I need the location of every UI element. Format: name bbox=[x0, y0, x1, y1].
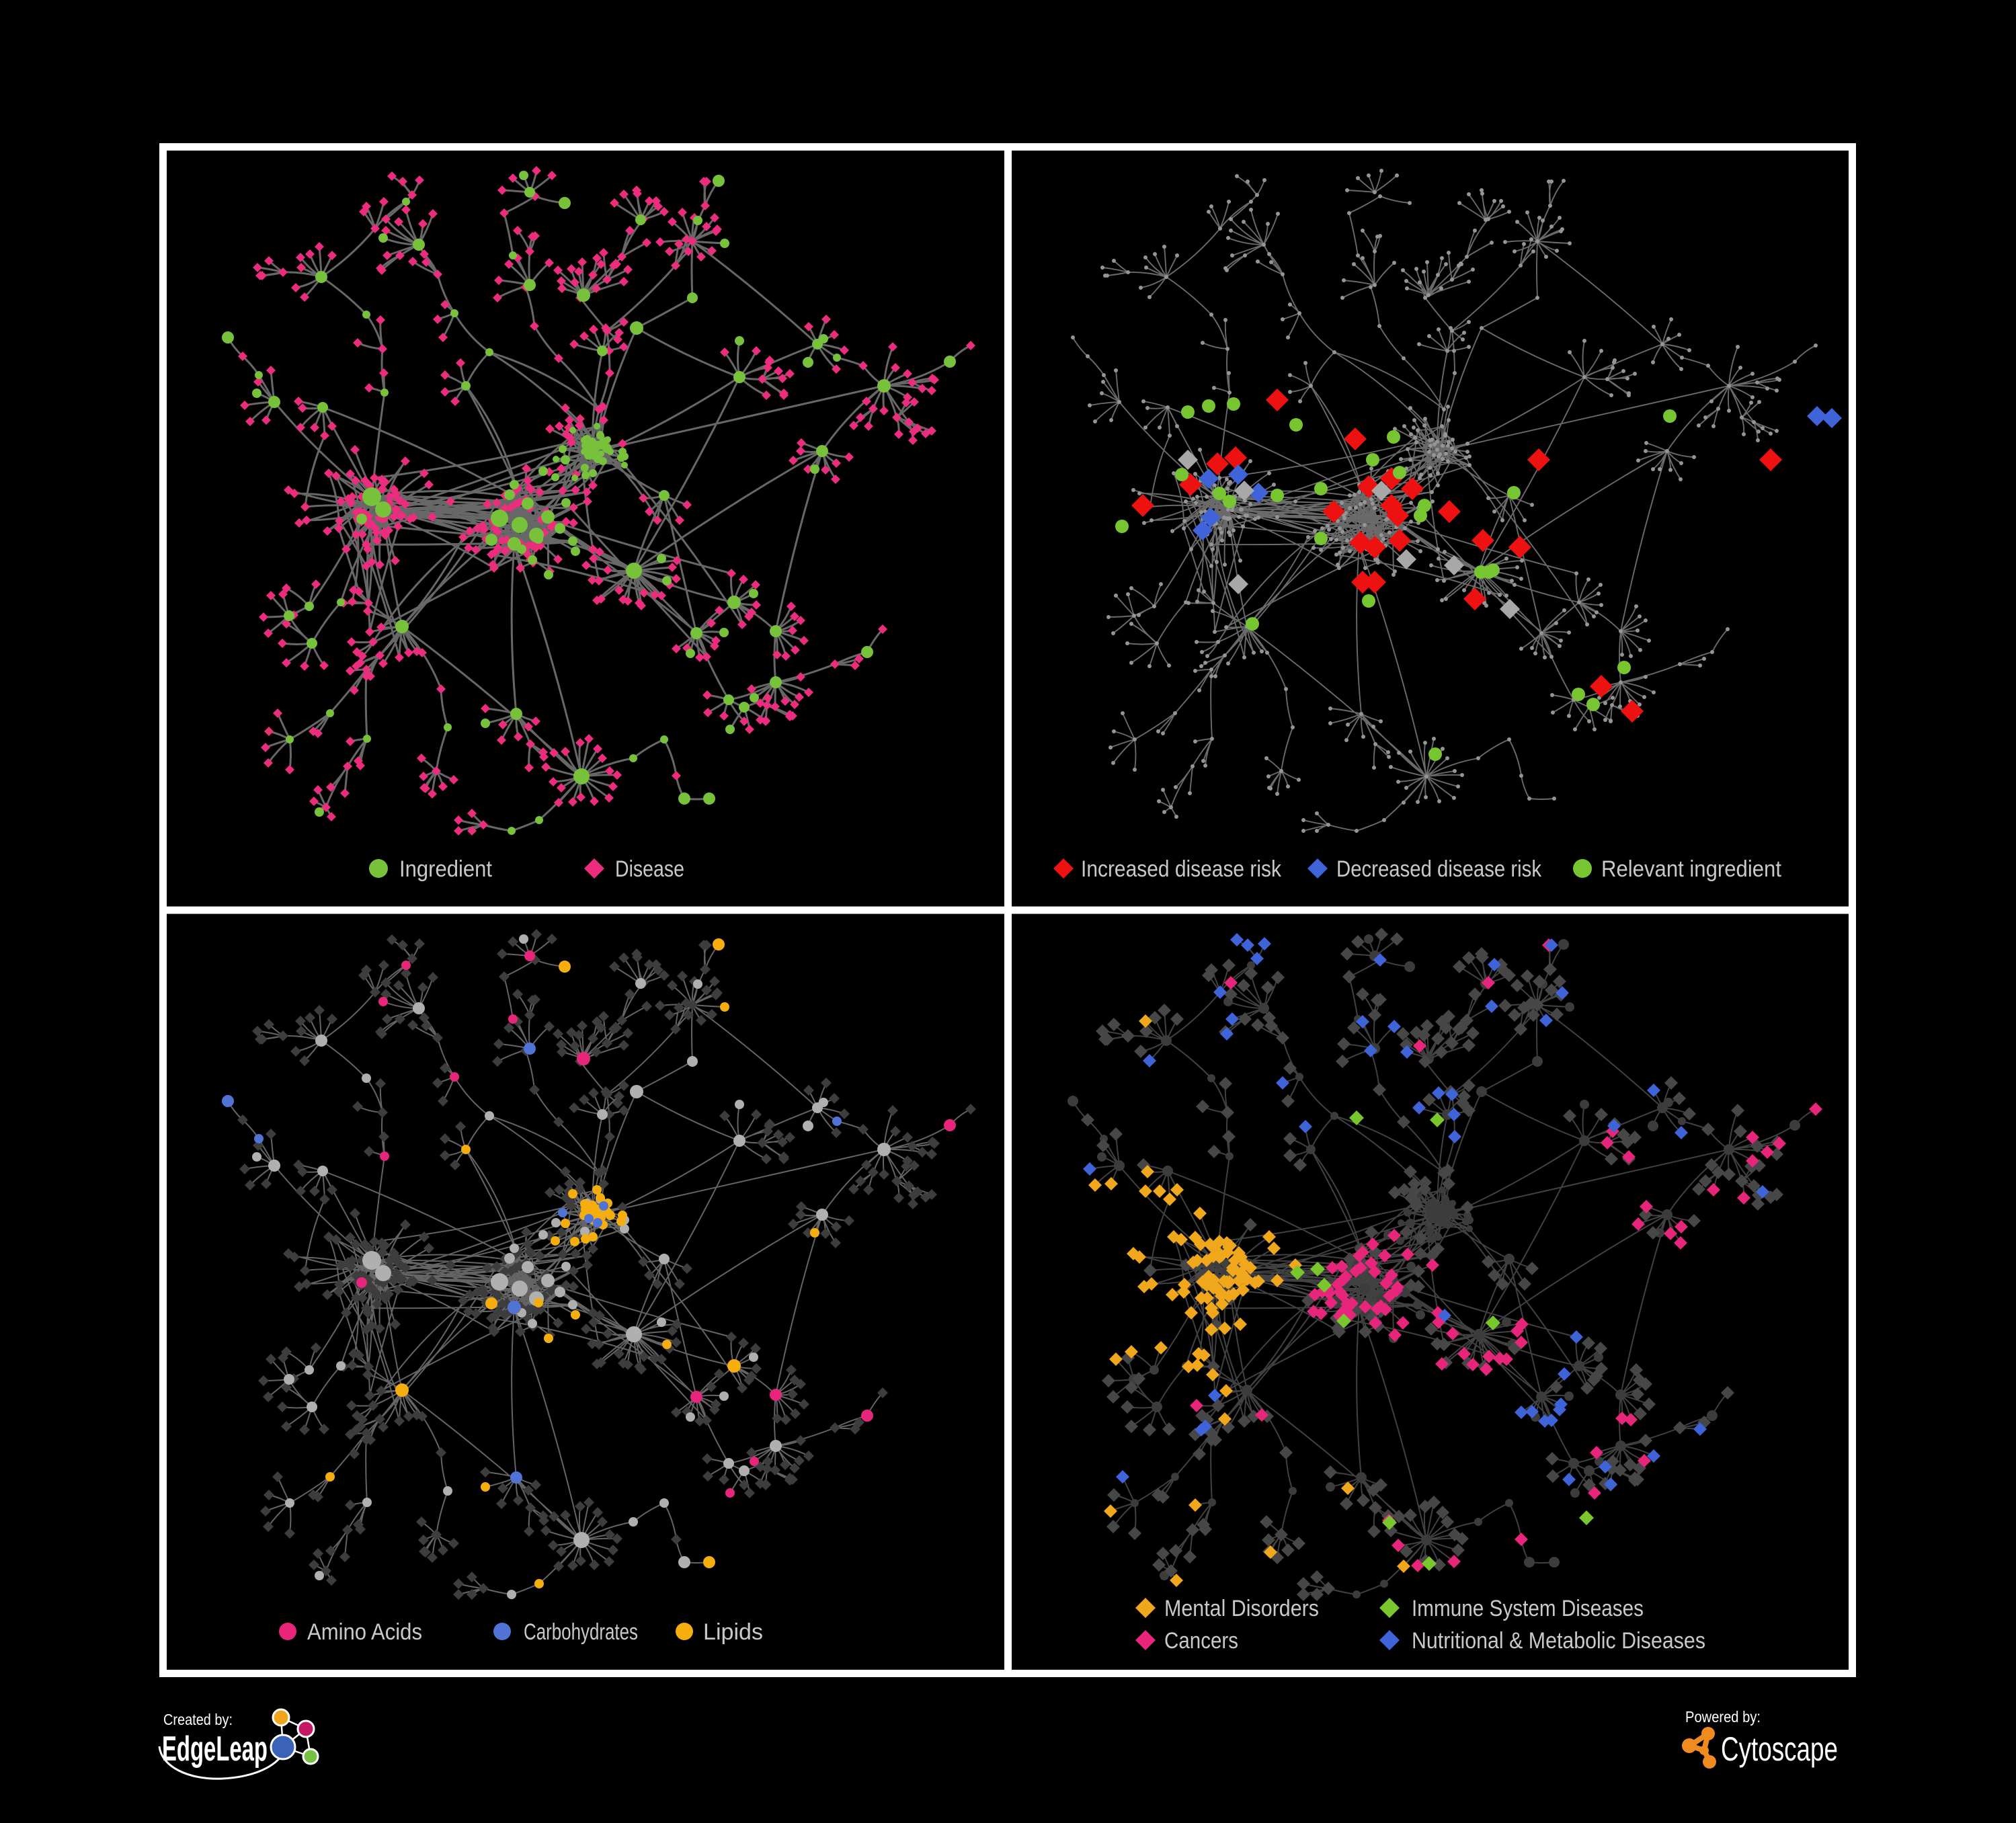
svg-text:Nutritional & Metabolic Diseas: Nutritional & Metabolic Diseases bbox=[1412, 1628, 1705, 1654]
svg-text:Ingredient: Ingredient bbox=[399, 856, 492, 882]
svg-text:Decreased disease risk: Decreased disease risk bbox=[1336, 856, 1542, 882]
svg-text:Disease: Disease bbox=[615, 856, 684, 882]
svg-text:Immune System Diseases: Immune System Diseases bbox=[1412, 1596, 1644, 1621]
svg-text:Carbohydrates: Carbohydrates bbox=[524, 1619, 638, 1645]
svg-text:Increased disease risk: Increased disease risk bbox=[1081, 856, 1282, 882]
svg-text:Cancers: Cancers bbox=[1164, 1628, 1238, 1654]
svg-text:Lipids: Lipids bbox=[703, 1619, 763, 1645]
svg-text:Created by:: Created by: bbox=[163, 1711, 233, 1728]
svg-text:EdgeLeap: EdgeLeap bbox=[162, 1730, 268, 1769]
svg-text:Cytoscape: Cytoscape bbox=[1721, 1730, 1838, 1768]
svg-text:Powered by:: Powered by: bbox=[1685, 1708, 1761, 1726]
svg-text:Relevant ingredient: Relevant ingredient bbox=[1601, 856, 1782, 882]
svg-text:Amino Acids: Amino Acids bbox=[307, 1619, 422, 1645]
svg-text:Mental Disorders: Mental Disorders bbox=[1164, 1596, 1319, 1621]
